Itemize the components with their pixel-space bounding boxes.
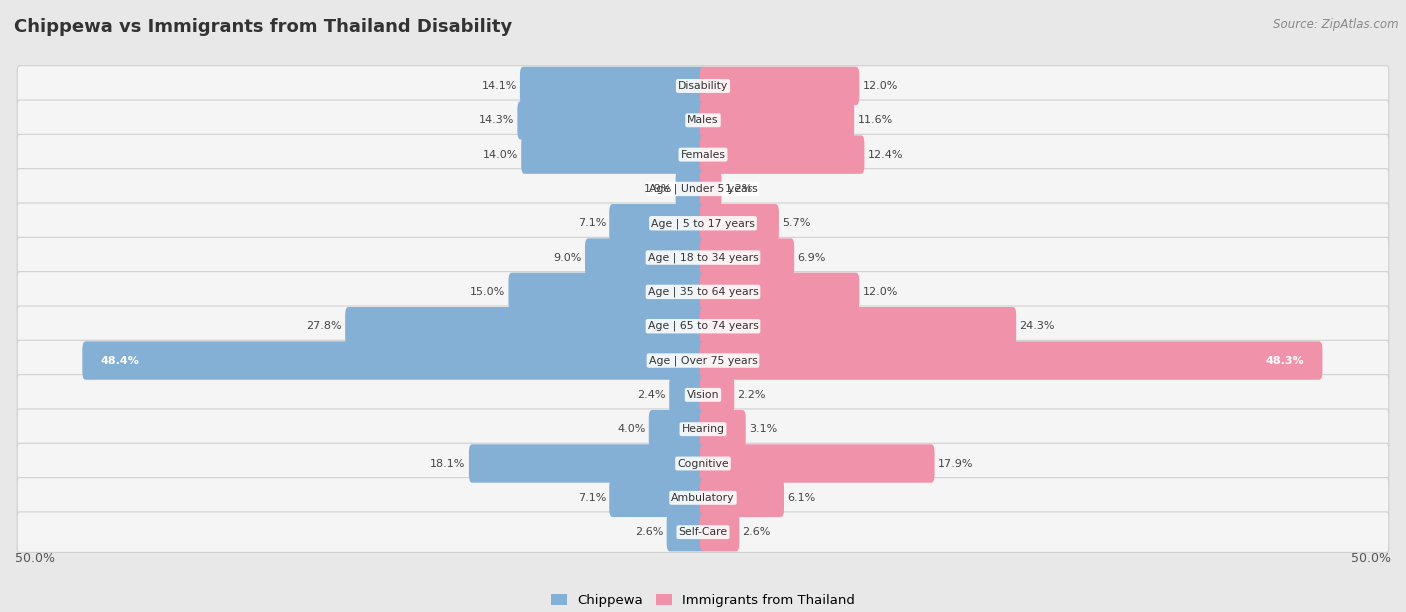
Text: 48.3%: 48.3% <box>1265 356 1303 365</box>
Text: Age | 18 to 34 years: Age | 18 to 34 years <box>648 252 758 263</box>
FancyBboxPatch shape <box>700 273 859 311</box>
FancyBboxPatch shape <box>344 307 706 345</box>
Text: Age | Under 5 years: Age | Under 5 years <box>648 184 758 194</box>
FancyBboxPatch shape <box>83 341 706 380</box>
Text: 11.6%: 11.6% <box>858 115 893 125</box>
Text: Age | 65 to 74 years: Age | 65 to 74 years <box>648 321 758 332</box>
FancyBboxPatch shape <box>17 169 1389 209</box>
Text: Age | 5 to 17 years: Age | 5 to 17 years <box>651 218 755 228</box>
Text: 18.1%: 18.1% <box>430 458 465 469</box>
FancyBboxPatch shape <box>609 479 706 517</box>
Text: 48.4%: 48.4% <box>101 356 139 365</box>
FancyBboxPatch shape <box>666 513 706 551</box>
FancyBboxPatch shape <box>700 204 779 242</box>
FancyBboxPatch shape <box>509 273 706 311</box>
Text: Ambulatory: Ambulatory <box>671 493 735 503</box>
FancyBboxPatch shape <box>522 135 706 174</box>
FancyBboxPatch shape <box>517 101 706 140</box>
FancyBboxPatch shape <box>648 410 706 449</box>
Text: Males: Males <box>688 115 718 125</box>
FancyBboxPatch shape <box>675 170 706 208</box>
FancyBboxPatch shape <box>17 409 1389 449</box>
Text: 14.3%: 14.3% <box>479 115 515 125</box>
Text: 24.3%: 24.3% <box>1019 321 1054 331</box>
Legend: Chippewa, Immigrants from Thailand: Chippewa, Immigrants from Thailand <box>546 588 860 612</box>
Text: Self-Care: Self-Care <box>679 527 727 537</box>
FancyBboxPatch shape <box>585 238 706 277</box>
Text: 7.1%: 7.1% <box>578 218 606 228</box>
FancyBboxPatch shape <box>17 443 1389 483</box>
FancyBboxPatch shape <box>700 67 859 105</box>
Text: Age | Over 75 years: Age | Over 75 years <box>648 356 758 366</box>
FancyBboxPatch shape <box>17 100 1389 141</box>
FancyBboxPatch shape <box>700 513 740 551</box>
FancyBboxPatch shape <box>17 203 1389 244</box>
Text: 5.7%: 5.7% <box>782 218 810 228</box>
FancyBboxPatch shape <box>700 135 865 174</box>
FancyBboxPatch shape <box>17 375 1389 415</box>
Text: Age | 35 to 64 years: Age | 35 to 64 years <box>648 286 758 297</box>
Text: Cognitive: Cognitive <box>678 458 728 469</box>
Text: Disability: Disability <box>678 81 728 91</box>
FancyBboxPatch shape <box>468 444 706 483</box>
Text: 1.9%: 1.9% <box>644 184 672 194</box>
Text: 9.0%: 9.0% <box>554 253 582 263</box>
Text: Females: Females <box>681 149 725 160</box>
FancyBboxPatch shape <box>17 340 1389 381</box>
Text: 1.2%: 1.2% <box>724 184 754 194</box>
FancyBboxPatch shape <box>700 410 745 449</box>
Text: 12.0%: 12.0% <box>862 287 898 297</box>
FancyBboxPatch shape <box>700 101 855 140</box>
FancyBboxPatch shape <box>700 307 1017 345</box>
Text: 4.0%: 4.0% <box>617 424 645 434</box>
Text: 17.9%: 17.9% <box>938 458 973 469</box>
Text: 12.4%: 12.4% <box>868 149 903 160</box>
Text: 7.1%: 7.1% <box>578 493 606 503</box>
Text: 6.9%: 6.9% <box>797 253 825 263</box>
FancyBboxPatch shape <box>700 238 794 277</box>
Text: Hearing: Hearing <box>682 424 724 434</box>
FancyBboxPatch shape <box>700 444 935 483</box>
FancyBboxPatch shape <box>17 306 1389 346</box>
Text: Vision: Vision <box>686 390 720 400</box>
Text: Source: ZipAtlas.com: Source: ZipAtlas.com <box>1274 18 1399 31</box>
FancyBboxPatch shape <box>700 479 785 517</box>
FancyBboxPatch shape <box>700 341 1323 380</box>
FancyBboxPatch shape <box>17 477 1389 518</box>
FancyBboxPatch shape <box>17 135 1389 175</box>
FancyBboxPatch shape <box>520 67 706 105</box>
Text: 12.0%: 12.0% <box>862 81 898 91</box>
FancyBboxPatch shape <box>17 237 1389 278</box>
FancyBboxPatch shape <box>609 204 706 242</box>
Text: 2.6%: 2.6% <box>636 527 664 537</box>
Text: 3.1%: 3.1% <box>749 424 778 434</box>
Text: 14.1%: 14.1% <box>481 81 517 91</box>
Text: 6.1%: 6.1% <box>787 493 815 503</box>
Text: 2.4%: 2.4% <box>637 390 666 400</box>
FancyBboxPatch shape <box>17 512 1389 553</box>
Text: 50.0%: 50.0% <box>15 553 55 565</box>
FancyBboxPatch shape <box>700 170 721 208</box>
FancyBboxPatch shape <box>17 65 1389 106</box>
Text: Chippewa vs Immigrants from Thailand Disability: Chippewa vs Immigrants from Thailand Dis… <box>14 18 512 36</box>
FancyBboxPatch shape <box>700 376 734 414</box>
Text: 15.0%: 15.0% <box>470 287 505 297</box>
Text: 14.0%: 14.0% <box>482 149 517 160</box>
Text: 50.0%: 50.0% <box>1351 553 1391 565</box>
Text: 2.2%: 2.2% <box>738 390 766 400</box>
Text: 27.8%: 27.8% <box>307 321 342 331</box>
Text: 2.6%: 2.6% <box>742 527 770 537</box>
FancyBboxPatch shape <box>669 376 706 414</box>
FancyBboxPatch shape <box>17 272 1389 312</box>
